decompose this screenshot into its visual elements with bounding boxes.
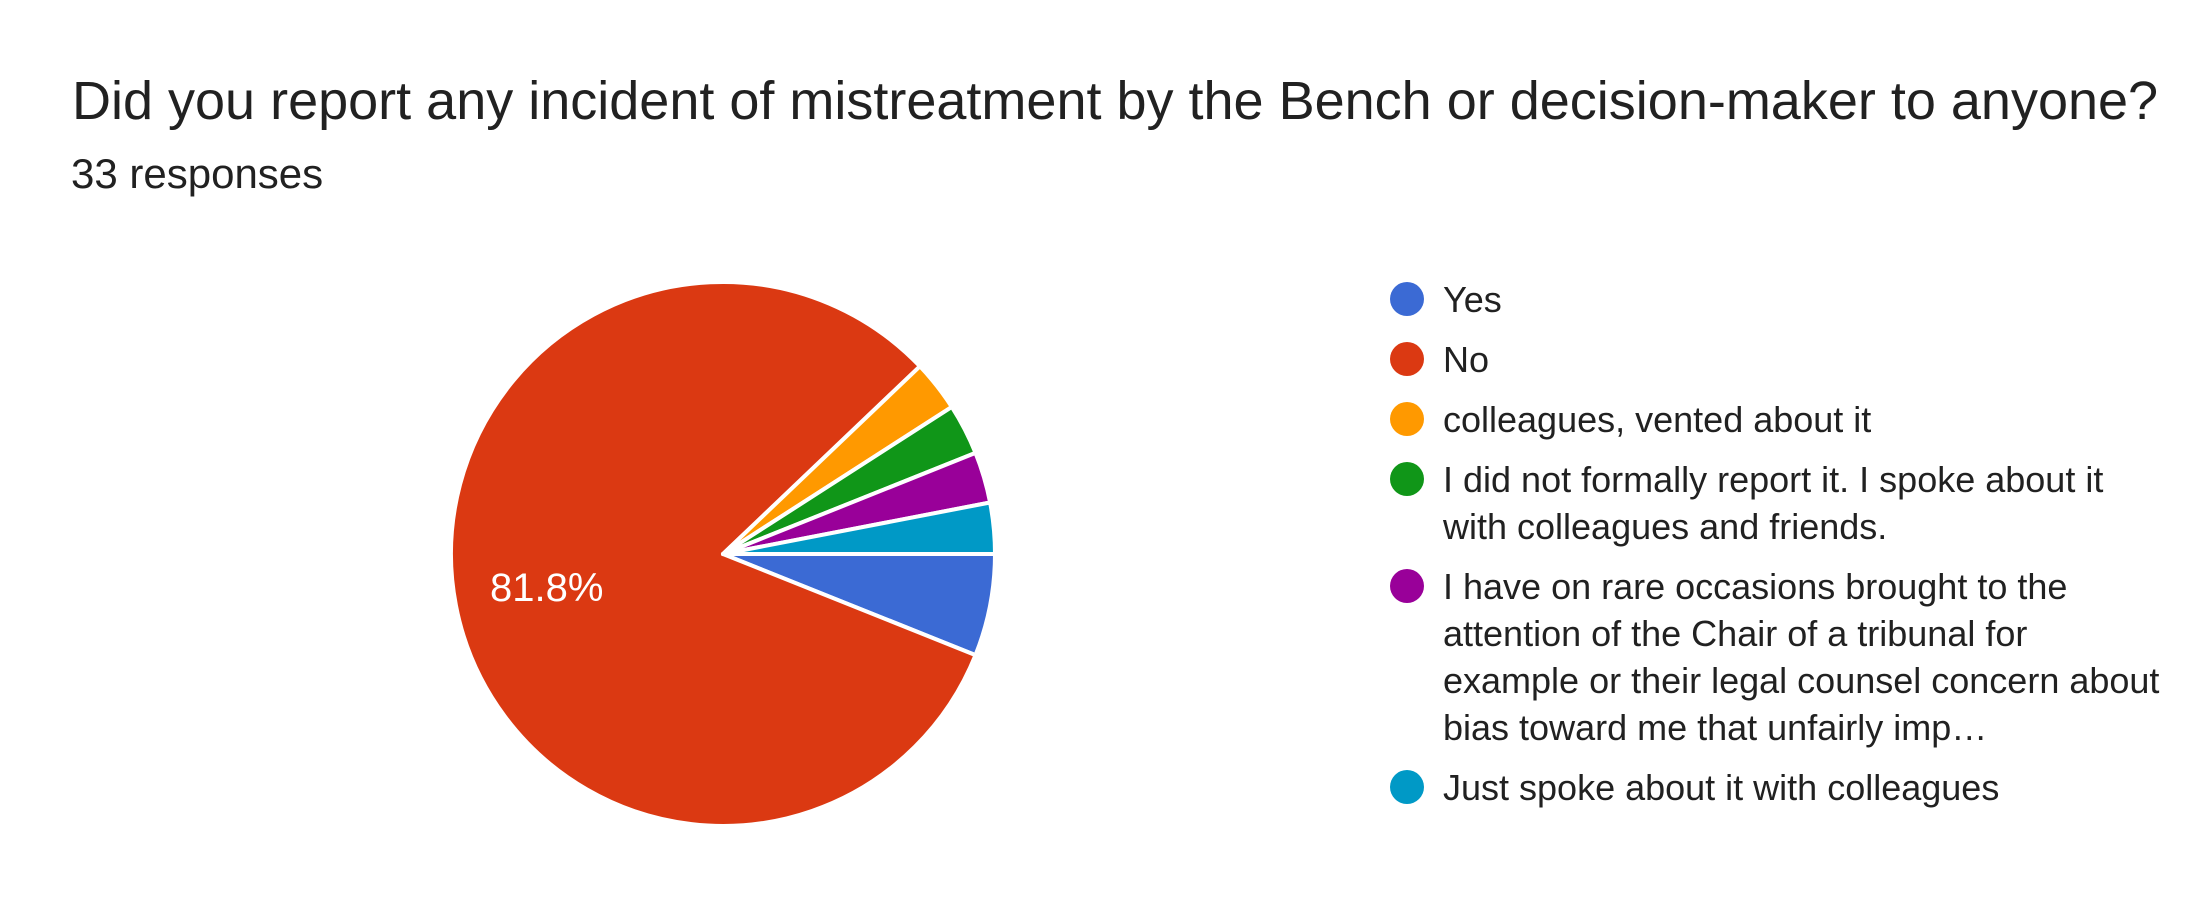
legend-item-label: Just spoke about it with colleagues [1443,767,2000,808]
legend-item[interactable]: Just spoke about it with colleagues [1390,764,2182,811]
chart-legend: Yes No colleagues, vented about it I did no… [1390,276,2182,824]
legend-color-dot [1390,462,1424,496]
pie-slice[interactable] [721,500,998,556]
legend-color-dot [1390,569,1424,603]
legend-color-dot [1390,342,1424,376]
legend-color-dot [1390,282,1424,316]
pie-slice[interactable] [449,279,978,828]
legend-item[interactable]: Yes [1390,276,2182,323]
legend-item[interactable]: No [1390,336,2182,383]
legend-item-label: No [1443,339,1490,380]
legend-color-dot [1390,402,1424,436]
legend-item-label: Yes [1443,279,1502,320]
responses-count: 33 responses [71,150,324,197]
question-title: Did you report any incident of mistreatm… [72,71,2159,131]
legend-item[interactable]: I did not formally report it. I spoke ab… [1390,456,2182,550]
legend-item[interactable]: I have on rare occasions brought to the … [1390,563,2182,751]
legend-item-label: I did not formally report it. I spoke ab… [1443,459,2104,547]
legend-item-label: colleagues, vented about it [1443,399,1872,440]
legend-color-dot [1390,770,1424,804]
legend-item[interactable]: colleagues, vented about it [1390,396,2182,443]
legend-item-label: I have on rare occasions brought to the … [1443,566,2160,748]
slice-percentage-label: 81.8% [490,566,603,610]
